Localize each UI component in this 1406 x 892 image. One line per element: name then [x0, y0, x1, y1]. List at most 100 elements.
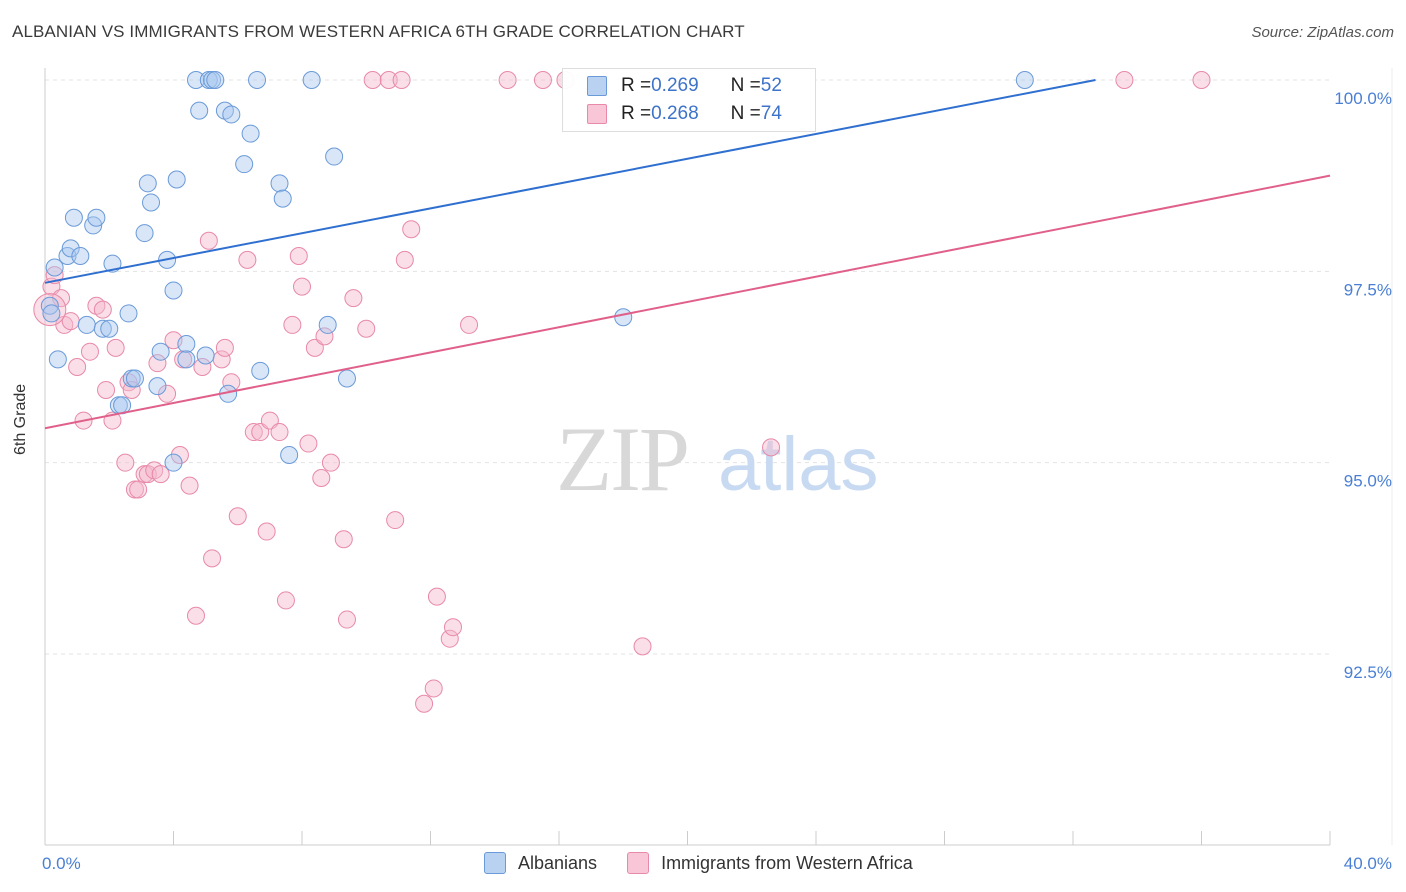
immigrants-point [1192, 71, 1211, 89]
series-legend: Albanians Immigrants from Western Africa [484, 852, 943, 874]
albanians-point [167, 170, 186, 189]
albanians-point [164, 453, 183, 472]
source-label: Source: ZipAtlas.com [1251, 24, 1394, 41]
legend-n-label: N = [730, 103, 761, 124]
immigrants-point [293, 277, 311, 296]
albanians-point [100, 319, 119, 338]
albanians-point [235, 155, 254, 174]
immigrants-point [424, 679, 443, 698]
albanians-point [61, 239, 80, 258]
albanians-point [190, 101, 209, 120]
legend-row-albanians: R = 0.269 N = 52 [587, 73, 782, 99]
albanians-point [196, 346, 215, 365]
immigrants-point [199, 231, 218, 250]
immigrants-point [129, 480, 148, 499]
legend-r-value-albanians: 0.269 [651, 75, 699, 96]
immigrants-point [158, 384, 177, 403]
immigrants-point [97, 380, 116, 399]
immigrants-point [260, 411, 279, 430]
albanians-point [151, 342, 170, 361]
albanians-point [325, 147, 344, 166]
immigrants-point [415, 694, 434, 713]
immigrants-point [363, 71, 382, 89]
albanians-point [248, 71, 267, 89]
tick-labels: 92.5% 95.0% 97.5% 100.0% 0.0% 40.0% [42, 89, 1392, 873]
immigrants-point [443, 618, 462, 637]
albanians-point [1015, 71, 1034, 89]
immigrants-point [180, 476, 199, 495]
immigrants-point [498, 71, 517, 89]
albanians-point [103, 254, 122, 273]
immigrants-point [1115, 71, 1134, 89]
immigrants-point [315, 327, 334, 346]
legend-swatch-albanians [484, 852, 506, 874]
immigrants-point [186, 606, 205, 625]
immigrants-point [392, 71, 411, 89]
immigrants-point [386, 511, 405, 530]
immigrants-point [357, 319, 376, 338]
watermark-zip: ZIP [556, 408, 688, 510]
immigrants-point [170, 446, 189, 465]
immigrants-point [312, 468, 331, 487]
albanians-point [270, 174, 289, 193]
legend-r-label: R = [621, 103, 652, 124]
y-tick-label: 97.5% [1344, 280, 1392, 299]
legend-r-value-immigrants: 0.268 [651, 103, 699, 124]
y-tick-label: 95.0% [1344, 472, 1392, 491]
trend-lines [44, 79, 1331, 430]
immigrants-point [276, 591, 295, 610]
immigrants-point [228, 507, 247, 526]
chart-title: ALBANIAN VS IMMIGRANTS FROM WESTERN AFRI… [12, 22, 745, 41]
immigrants-point [299, 434, 318, 453]
immigrants-points [33, 71, 1211, 713]
immigrants-point [203, 549, 222, 568]
immigrants-point [251, 423, 270, 442]
immigrants-point [344, 289, 363, 308]
immigrants-point [460, 315, 479, 334]
immigrants-point [334, 530, 353, 549]
immigrants-point [215, 338, 234, 357]
watermark-atlas: atlas [718, 422, 879, 507]
albanians-point [138, 174, 157, 193]
y-tick-label: 92.5% [1344, 663, 1392, 682]
immigrants-point [427, 587, 446, 606]
y-tick-label: 100.0% [1334, 89, 1392, 108]
stats-legend: R = 0.269 N = 52 R = 0.268 N = 74 [562, 68, 816, 132]
albanians-point [119, 304, 138, 323]
albanians-point [337, 369, 356, 388]
immigrants-point [80, 342, 99, 361]
immigrants-point [106, 338, 125, 357]
albanians-point [64, 208, 83, 227]
albanians-point [148, 377, 167, 396]
immigrants-point [257, 522, 276, 541]
immigrants-point [238, 250, 257, 269]
legend-item-albanians: Albanians [484, 852, 597, 874]
albanians-point [142, 193, 161, 212]
watermark: ZIP atlas [556, 408, 879, 510]
albanians-point [40, 296, 59, 315]
albanians-point [273, 189, 292, 208]
legend-label-immigrants: Immigrants from Western Africa [661, 852, 913, 873]
legend-n-label: N = [730, 75, 761, 96]
immigrants-point [337, 610, 356, 629]
albanians-point [614, 308, 633, 327]
immigrants-point [379, 71, 398, 89]
albanians-point [164, 281, 183, 300]
immigrants-point [270, 423, 289, 442]
legend-n-value-immigrants: 74 [760, 103, 782, 124]
immigrants-point [193, 358, 212, 376]
albanians-point [42, 304, 61, 323]
albanians-point [177, 350, 196, 369]
immigrants-point [440, 629, 459, 648]
albanians-point [241, 124, 260, 143]
albanians-point [177, 335, 196, 354]
immigrants-point [151, 465, 170, 484]
immigrants-point [402, 220, 421, 239]
axes [44, 68, 1393, 846]
albanians-point [87, 208, 106, 227]
albanians-point [222, 105, 241, 124]
immigrants-point [116, 453, 135, 472]
albanians-point [302, 71, 321, 89]
albanians-point [48, 350, 67, 369]
